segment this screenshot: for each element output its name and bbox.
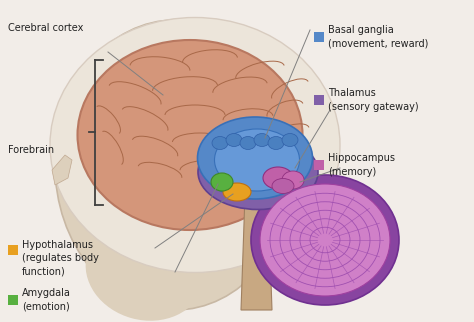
Ellipse shape: [211, 173, 233, 191]
Ellipse shape: [226, 134, 242, 147]
Text: Forebrain: Forebrain: [8, 145, 54, 155]
Text: Cerebral cortex: Cerebral cortex: [8, 23, 83, 33]
Ellipse shape: [215, 129, 300, 191]
Bar: [8, 245, 18, 255]
Ellipse shape: [240, 137, 256, 149]
Ellipse shape: [268, 137, 284, 149]
Ellipse shape: [282, 134, 298, 147]
Ellipse shape: [254, 134, 270, 147]
Ellipse shape: [198, 135, 318, 210]
Ellipse shape: [212, 137, 228, 149]
Bar: [314, 95, 324, 105]
Ellipse shape: [55, 20, 295, 310]
Ellipse shape: [223, 183, 251, 201]
Text: Amygdala
(emotion): Amygdala (emotion): [22, 289, 71, 312]
Ellipse shape: [50, 17, 340, 272]
Ellipse shape: [198, 117, 312, 199]
Ellipse shape: [263, 167, 293, 189]
Polygon shape: [52, 155, 72, 185]
Ellipse shape: [272, 178, 294, 194]
Ellipse shape: [86, 219, 204, 321]
Bar: [8, 295, 18, 305]
Ellipse shape: [260, 184, 390, 296]
Text: Hypothalamus
(regulates body
function): Hypothalamus (regulates body function): [22, 240, 99, 276]
Bar: [314, 160, 324, 170]
Ellipse shape: [251, 175, 399, 305]
Text: Basal ganglia
(movement, reward): Basal ganglia (movement, reward): [328, 25, 428, 49]
Ellipse shape: [282, 171, 304, 189]
Text: Hippocampus
(memory): Hippocampus (memory): [328, 153, 395, 176]
Bar: [314, 32, 324, 42]
Text: Thalamus
(sensory gateway): Thalamus (sensory gateway): [328, 89, 419, 112]
Ellipse shape: [78, 40, 302, 230]
Polygon shape: [241, 195, 272, 310]
